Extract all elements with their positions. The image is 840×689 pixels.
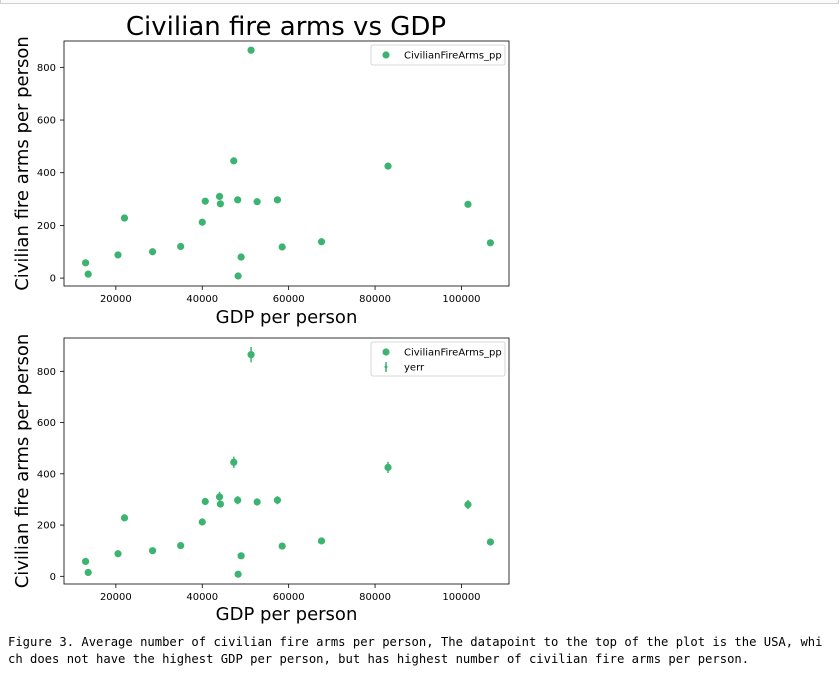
data-point (148, 547, 157, 555)
data-point (234, 196, 242, 204)
data-point (384, 463, 392, 472)
x-tick-label: 40000 (186, 592, 218, 603)
legend-label: CivilianFireArms_pp (404, 348, 502, 359)
data-point (464, 200, 472, 208)
data-point (201, 197, 209, 205)
x-tick-label: 80000 (359, 294, 391, 305)
legend-label: yerr (404, 363, 425, 374)
data-point (148, 248, 157, 256)
data-point (273, 196, 282, 204)
data-point (253, 198, 261, 206)
data-point (486, 538, 495, 546)
scatter-plot-bottom: 20000 40000 60000 80000 100000 0 200 400 600 800 G… (12, 334, 510, 625)
figure-canvas: Civilian fire arms vs GDP 20000 40000 6000… (12, 12, 510, 625)
data-point (114, 550, 122, 558)
data-point (247, 46, 255, 54)
legend-errorbar-dot (384, 365, 388, 369)
data-point (177, 541, 185, 550)
cell-top-border (0, 0, 839, 4)
data-point (120, 514, 129, 522)
data-point (234, 272, 242, 280)
x-tick-label: 100000 (442, 592, 480, 603)
data-point (278, 243, 286, 251)
data-point (216, 500, 224, 508)
y-tick-label: 800 (37, 367, 56, 378)
data-point (237, 552, 245, 560)
data-point (201, 497, 209, 506)
legend-marker (382, 51, 390, 59)
data-point (247, 351, 255, 359)
data-point (486, 239, 495, 247)
data-point (317, 238, 326, 246)
axes-frame (63, 337, 510, 585)
data-point (278, 542, 286, 550)
data-point (215, 192, 224, 201)
axes-frame (63, 40, 510, 287)
x-tick-label: 20000 (100, 592, 132, 603)
data-point (120, 214, 129, 222)
y-tick-label: 400 (37, 469, 56, 480)
y-axis-label: Civilian fire arms per person (12, 36, 33, 291)
y-tick-label: 800 (37, 63, 56, 74)
data-point (237, 253, 245, 261)
x-axis-label: GDP per person (216, 307, 358, 328)
data-point (216, 200, 224, 208)
y-tick-label: 600 (37, 116, 56, 127)
y-tick-label: 200 (37, 521, 56, 532)
legend-box (370, 341, 506, 377)
data-point (253, 498, 261, 506)
data-point (84, 270, 92, 278)
data-point (198, 218, 206, 226)
legend-marker (382, 348, 390, 356)
data-point (234, 570, 242, 578)
y-axis-label: Civilian fire arms per person (12, 334, 33, 589)
data-point (464, 500, 472, 509)
data-point (82, 557, 90, 566)
figure-title: Civilian fire arms vs GDP (126, 12, 446, 42)
data-point (215, 493, 224, 501)
figure-caption: Figure 3. Average number of civilian fir… (8, 635, 823, 666)
legend-label: CivilianFireArms_pp (404, 51, 502, 62)
data-point (84, 568, 92, 577)
x-tick-label: 20000 (100, 294, 132, 305)
data-point (317, 537, 326, 545)
data-point (230, 157, 238, 165)
y-tick-label: 600 (37, 418, 56, 429)
scatter-plot-top: 20000 40000 60000 80000 100000 0 200 400 600 800 G… (12, 36, 510, 328)
data-point (234, 496, 242, 504)
y-tick-label: 400 (37, 168, 56, 179)
data-point (82, 259, 90, 267)
data-point (384, 162, 392, 170)
data-point (273, 496, 282, 504)
y-tick-label: 200 (37, 221, 56, 232)
data-point (177, 242, 185, 251)
data-point (198, 518, 206, 526)
y-tick-label: 0 (50, 274, 56, 285)
x-axis-label: GDP per person (216, 604, 358, 625)
x-tick-label: 60000 (273, 294, 305, 305)
x-tick-label: 80000 (359, 592, 391, 603)
x-tick-label: 60000 (273, 592, 305, 603)
data-point (114, 251, 122, 259)
x-tick-label: 40000 (186, 294, 218, 305)
data-point (230, 458, 238, 466)
y-tick-label: 0 (50, 572, 56, 583)
legend-box (370, 44, 506, 66)
x-tick-label: 100000 (442, 294, 480, 305)
